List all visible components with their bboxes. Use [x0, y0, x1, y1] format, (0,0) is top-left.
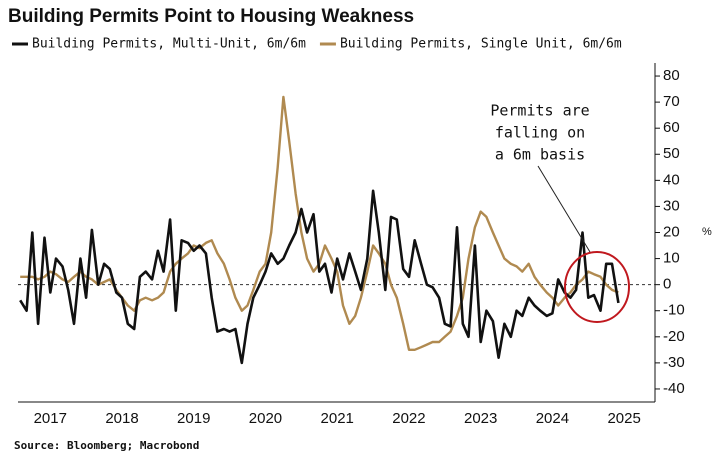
x-tick-label: 2023 [464, 410, 497, 427]
legend-label: Building Permits, Single Unit, 6m/6m [340, 37, 622, 52]
y-tick-label: 20 [663, 223, 680, 240]
y-unit: % [702, 226, 712, 238]
x-tick-label: 2017 [34, 410, 67, 427]
x-tick-label: 2018 [105, 410, 138, 427]
annotation-arrow [537, 165, 591, 253]
y-tick-label: -20 [663, 328, 685, 345]
x-tick-label: 2020 [249, 410, 282, 427]
y-tick-label: 0 [663, 276, 671, 293]
y-tick-label: -30 [663, 354, 685, 371]
x-tick-label: 2021 [321, 410, 354, 427]
x-tick-label: 2024 [536, 410, 569, 427]
y-tick-label: 30 [663, 197, 680, 214]
y-tick-label: -40 [663, 380, 685, 397]
highlight-circle [564, 251, 630, 323]
y-tick-label: 50 [663, 145, 680, 162]
annotation: falling on [495, 124, 585, 142]
legend-label: Building Permits, Multi-Unit, 6m/6m [32, 37, 306, 52]
x-tick-label: 2025 [607, 410, 640, 427]
y-tick-label: 60 [663, 119, 680, 136]
y-tick-label: 70 [663, 93, 680, 110]
annotation: a 6m basis [495, 146, 585, 164]
y-tick-label: 40 [663, 171, 680, 188]
y-tick-label: -10 [663, 302, 685, 319]
x-tick-label: 2019 [177, 410, 210, 427]
x-tick-label: 2022 [392, 410, 425, 427]
source: Source: Bloomberg; Macrobond [14, 439, 199, 452]
chart-title: Building Permits Point to Housing Weakne… [8, 6, 414, 27]
series-line [19, 189, 620, 365]
y-tick-label: 10 [663, 250, 680, 267]
y-tick-label: 80 [663, 67, 680, 84]
annotation: Permits are [490, 102, 589, 120]
